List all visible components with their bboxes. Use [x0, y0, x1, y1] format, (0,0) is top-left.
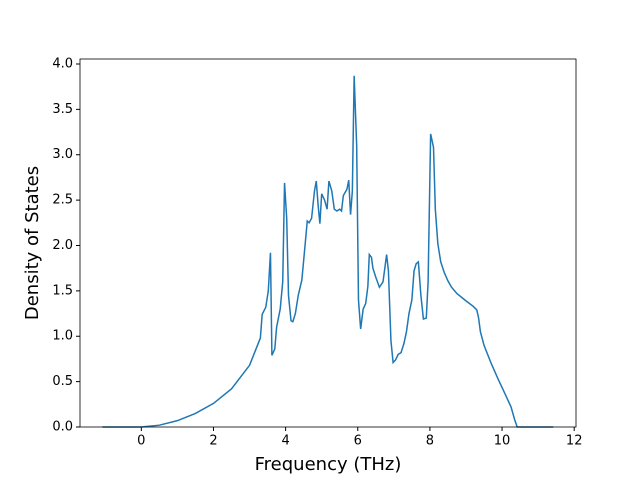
y-tick-label: 2.0 — [52, 238, 73, 253]
y-tick-label: 3.5 — [52, 102, 73, 117]
x-tick-label: 0 — [137, 434, 145, 449]
line-series — [102, 75, 554, 428]
y-tick-label: 2.5 — [52, 193, 73, 208]
x-axis-label: Frequency (THz) — [255, 454, 402, 475]
x-tick-label: 8 — [426, 434, 434, 449]
y-tick-label: 1.0 — [52, 329, 73, 344]
y-tick-label: 0.5 — [52, 374, 73, 389]
x-tick-label: 4 — [281, 434, 289, 449]
y-axis-label: Density of States — [22, 166, 43, 320]
plot-frame — [79, 58, 577, 428]
x-tick-label: 2 — [209, 434, 217, 449]
x-tick-label: 10 — [494, 434, 511, 449]
y-tick-label: 0.0 — [52, 420, 73, 435]
x-tick-label: 6 — [354, 434, 362, 449]
y-tick-label: 1.5 — [52, 283, 73, 298]
y-tick-label: 4.0 — [52, 56, 73, 71]
y-tick-label: 3.0 — [52, 147, 73, 162]
x-tick-label: 12 — [566, 434, 583, 449]
